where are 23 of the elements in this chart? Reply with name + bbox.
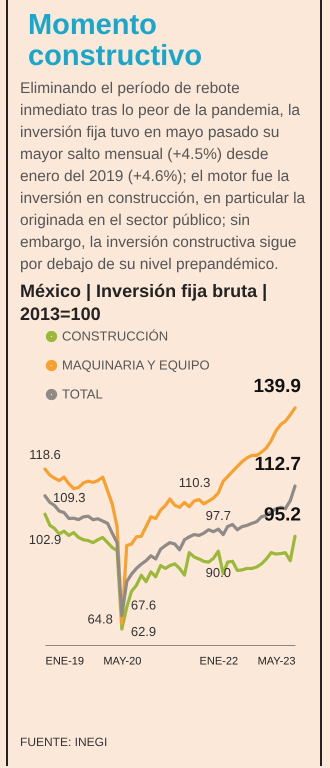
x-tick-label: ENE-22 [200, 656, 238, 668]
data-label: 62.9 [130, 624, 156, 639]
data-label: 102.9 [28, 532, 62, 548]
data-label: 64.8 [88, 612, 113, 627]
source-note: FUENTE: INEGI [20, 735, 108, 749]
data-label: 139.9 [253, 376, 301, 397]
data-label: 95.2 [264, 504, 301, 526]
chart-title: Momento constructivo [28, 9, 204, 72]
data-label: 118.6 [29, 447, 61, 462]
data-label: 67.6 [130, 598, 156, 613]
data-label: 110.3 [178, 474, 210, 490]
legend-label: CONSTRUCCIÓN [62, 328, 168, 344]
y-axis-title: México | Inversión fija bruta | 2013=100 [20, 280, 268, 326]
text: Eliminando el período de rebote inmediato tras lo peor de la pandemia, la inversión fija tuvo en mayo pasado su mayor salto mensual (+4.5%) desde enero del 2019 (+4.6%); el motor fue la inversión en construcción, en particular la originada en el sector público; sin embargo, la inversión constructiva sigue por debajo de su nivel prepandémico. [20, 80, 306, 273]
x-tick-label: MAY-23 [258, 656, 296, 668]
legend-label: TOTAL [62, 386, 103, 402]
data-label: 112.7 [254, 454, 301, 476]
legend-label: MAQUINARIA Y EQUIPO [62, 358, 210, 372]
data-label: 109.3 [53, 490, 86, 505]
data-label: 97.7 [206, 508, 231, 524]
x-tick-label: ENE-19 [46, 656, 84, 668]
x-tick-label: MAY-20 [103, 656, 142, 668]
data-label: 90.0 [206, 565, 231, 580]
